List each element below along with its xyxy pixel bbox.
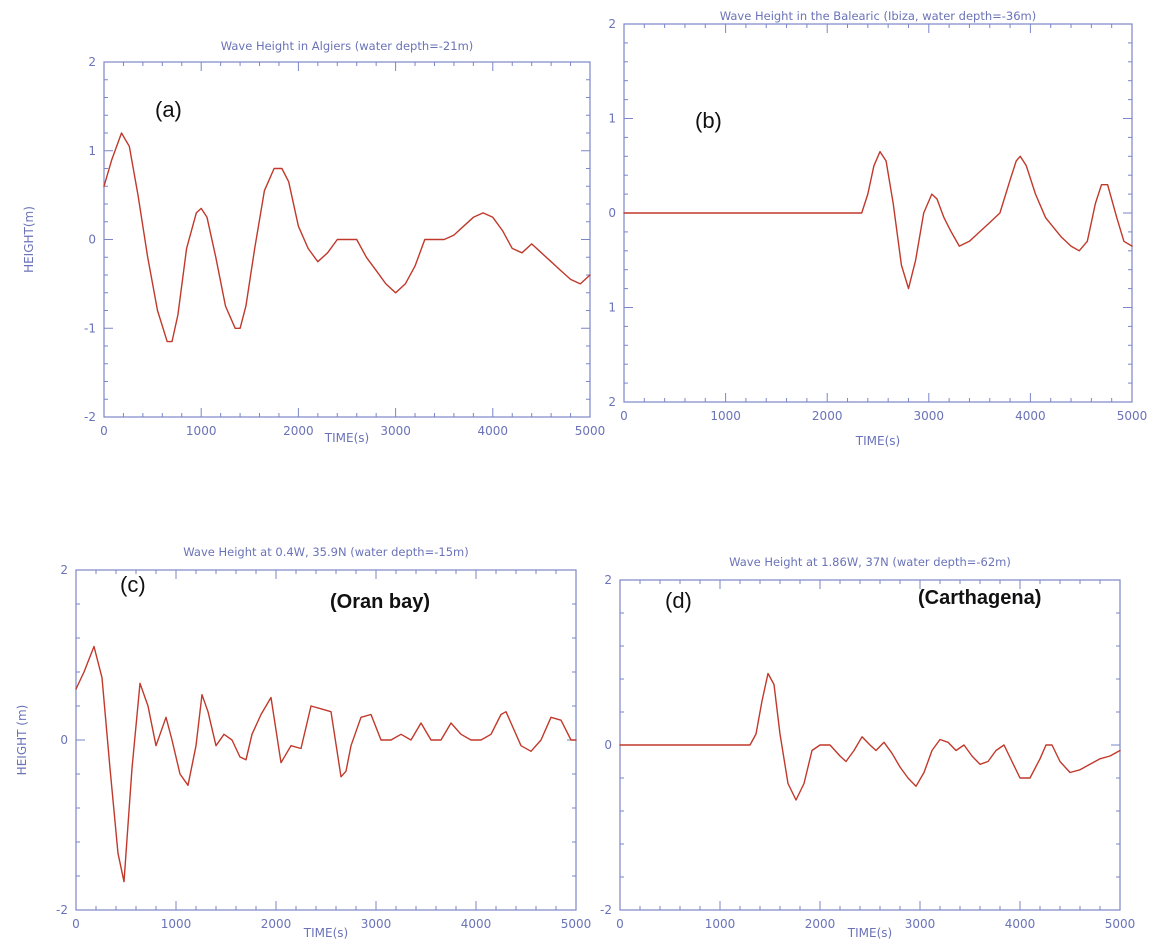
x-tick-label: 2000 bbox=[805, 917, 836, 931]
x-tick-label: 0 bbox=[100, 424, 108, 438]
y-tick-label: -2 bbox=[600, 903, 612, 917]
y-tick-label: 2 bbox=[88, 55, 96, 69]
y-tick-label: -2 bbox=[84, 410, 96, 424]
y-tick-label: 1 bbox=[608, 112, 616, 126]
x-tick-label: 3000 bbox=[914, 409, 945, 423]
x-tick-label: 3000 bbox=[905, 917, 936, 931]
x-tick-label: 1000 bbox=[161, 917, 192, 931]
y-tick-label: 2 bbox=[604, 573, 612, 587]
chart-title: Wave Height in the Balearic (Ibiza, wate… bbox=[720, 9, 1036, 23]
x-tick-label: 4000 bbox=[478, 424, 509, 438]
panel-label: (d) bbox=[665, 588, 692, 613]
x-tick-label: 0 bbox=[72, 917, 80, 931]
wave-height-line bbox=[619, 672, 1121, 801]
plot-frame bbox=[75, 569, 577, 911]
x-tick-label: 1000 bbox=[710, 409, 741, 423]
x-tick-label: 2000 bbox=[812, 409, 843, 423]
x-tick-label: 1000 bbox=[186, 424, 217, 438]
panel-label: (c) bbox=[120, 572, 146, 597]
x-tick-label: 3000 bbox=[380, 424, 411, 438]
location-label: (Oran bay) bbox=[330, 591, 430, 613]
y-tick-label: -1 bbox=[84, 321, 96, 335]
wave-height-line bbox=[75, 645, 577, 883]
x-tick-label: 2000 bbox=[261, 917, 292, 931]
wave-height-line bbox=[103, 132, 591, 343]
y-axis-label: HEIGHT(m) bbox=[22, 206, 36, 273]
chart-panel-c: Wave Height at 0.4W, 35.9N (water depth=… bbox=[15, 545, 591, 939]
y-tick-label: 0 bbox=[604, 738, 612, 752]
x-tick-label: 0 bbox=[620, 409, 628, 423]
x-tick-label: 2000 bbox=[283, 424, 314, 438]
y-tick-label: 1 bbox=[608, 301, 616, 315]
x-tick-label: 5000 bbox=[1105, 917, 1136, 931]
x-axis-label: TIME(s) bbox=[303, 926, 348, 939]
chart-title: Wave Height at 0.4W, 35.9N (water depth=… bbox=[183, 545, 468, 559]
chart-panel-d: Wave Height at 1.86W, 37N (water depth=-… bbox=[600, 555, 1135, 939]
x-axis-label: TIME(s) bbox=[855, 434, 900, 448]
y-tick-label: 0 bbox=[88, 233, 96, 247]
y-axis-label: HEIGHT (m) bbox=[15, 705, 29, 776]
location-label: (Carthagena) bbox=[918, 587, 1041, 609]
x-tick-label: 3000 bbox=[361, 917, 392, 931]
y-tick-label: 0 bbox=[608, 206, 616, 220]
y-tick-label: 1 bbox=[88, 144, 96, 158]
chart-title: Wave Height in Algiers (water depth=-21m… bbox=[221, 39, 474, 53]
wave-height-line bbox=[623, 150, 1133, 290]
x-tick-label: 4000 bbox=[1005, 917, 1036, 931]
x-tick-label: 1000 bbox=[705, 917, 736, 931]
x-tick-label: 0 bbox=[616, 917, 624, 931]
x-axis-label: TIME(s) bbox=[847, 926, 892, 939]
y-tick-label: 0 bbox=[60, 733, 68, 747]
chart-panel-b: Wave Height in the Balearic (Ibiza, wate… bbox=[608, 9, 1147, 448]
x-axis-label: TIME(s) bbox=[324, 431, 369, 445]
x-tick-label: 5000 bbox=[575, 424, 606, 438]
y-tick-label: 2 bbox=[608, 17, 616, 31]
panel-label: (a) bbox=[155, 97, 182, 122]
y-tick-label: 2 bbox=[60, 563, 68, 577]
x-tick-label: 4000 bbox=[1015, 409, 1046, 423]
x-tick-label: 5000 bbox=[1117, 409, 1148, 423]
panel-label: (b) bbox=[695, 108, 722, 133]
chart-title: Wave Height at 1.86W, 37N (water depth=-… bbox=[729, 555, 1011, 569]
y-tick-label: 2 bbox=[608, 395, 616, 409]
x-tick-label: 4000 bbox=[461, 917, 492, 931]
x-tick-label: 5000 bbox=[561, 917, 592, 931]
chart-panel-a: Wave Height in Algiers (water depth=-21m… bbox=[22, 39, 605, 445]
y-tick-label: -2 bbox=[56, 903, 68, 917]
